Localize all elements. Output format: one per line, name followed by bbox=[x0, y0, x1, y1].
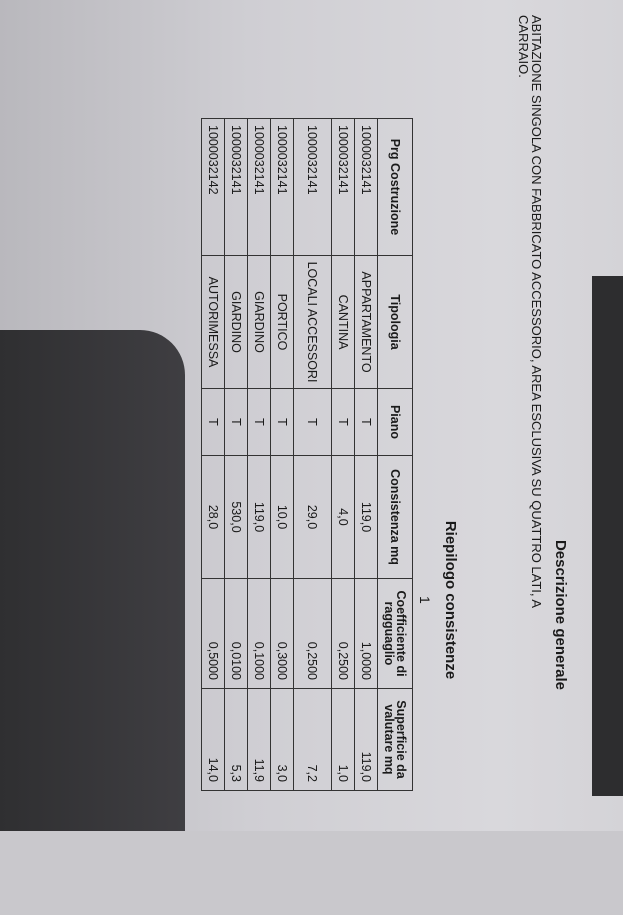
cell-tipologia: AUTORIMESSA bbox=[201, 255, 225, 389]
cell-prg: 1000032141 bbox=[270, 118, 294, 256]
cell-coefficiente: 0,2500 bbox=[331, 578, 355, 689]
cell-prg: 1000032141 bbox=[293, 118, 332, 256]
cell-coefficiente: 0,0100 bbox=[224, 578, 248, 689]
header-tipologia: Tipologia bbox=[377, 255, 413, 389]
cell-consistenza: 4,0 bbox=[331, 455, 355, 579]
description: ABITAZIONE SINGOLA CON FABBRICATO ACCESS… bbox=[516, 15, 544, 915]
header-coefficiente: Coefficiente di ragguaglio bbox=[377, 578, 413, 689]
header-consistenza: Consistenza mq bbox=[377, 455, 413, 579]
cell-consistenza: 10,0 bbox=[270, 455, 294, 579]
cell-prg: 1000032141 bbox=[354, 118, 378, 256]
hand-shadow bbox=[0, 330, 185, 831]
cell-piano: T bbox=[354, 388, 378, 456]
cell-superficie: 5,3 bbox=[224, 688, 248, 791]
page-number: 1 bbox=[417, 596, 433, 604]
consistenze-table: Prg Costruzione Tipologia Piano Consiste… bbox=[201, 118, 413, 791]
header-piano: Piano bbox=[377, 388, 413, 456]
table-row: 1000032141 GIARDINO T 119,0 0,1000 11,9 bbox=[247, 118, 271, 791]
cell-prg: 1000032142 bbox=[201, 118, 225, 256]
table-row: 1000032141 APPARTAMENTO T 119,0 1,0000 119,0 bbox=[354, 118, 378, 791]
table-header-row: Prg Costruzione Tipologia Piano Consiste… bbox=[377, 118, 413, 791]
cell-piano: T bbox=[270, 388, 294, 456]
cell-consistenza: 530,0 bbox=[224, 455, 248, 579]
table-row: 1000032141 GIARDINO T 530,0 0,0100 5,3 bbox=[224, 118, 248, 791]
cell-superficie: 7,2 bbox=[293, 688, 332, 791]
cell-superficie: 119,0 bbox=[354, 688, 378, 791]
cell-superficie: 3,0 bbox=[270, 688, 294, 791]
cell-tipologia: CANTINA bbox=[331, 255, 355, 389]
cell-superficie: 14,0 bbox=[201, 688, 225, 791]
cell-coefficiente: 0,5000 bbox=[201, 578, 225, 689]
table-row: 1000032141 CANTINA T 4,0 0,2500 1,0 bbox=[331, 118, 355, 791]
cell-tipologia: GIARDINO bbox=[247, 255, 271, 389]
cell-coefficiente: 0,1000 bbox=[247, 578, 271, 689]
cell-prg: 1000032141 bbox=[331, 118, 355, 256]
cell-piano: T bbox=[247, 388, 271, 456]
cell-coefficiente: 0,3000 bbox=[270, 578, 294, 689]
section-title: Descrizione generale bbox=[552, 539, 569, 691]
cell-tipologia: LOCALI ACCESSORI bbox=[293, 255, 332, 389]
dark-background-edge bbox=[592, 276, 623, 796]
cell-tipologia: GIARDINO bbox=[224, 255, 248, 389]
cell-consistenza: 119,0 bbox=[247, 455, 271, 579]
cell-coefficiente: 0,2500 bbox=[293, 578, 332, 689]
table-row: 1000032141 LOCALI ACCESSORI T 29,0 0,2500 7,2 bbox=[293, 118, 332, 791]
cell-piano: T bbox=[224, 388, 248, 456]
cell-tipologia: APPARTAMENTO bbox=[354, 255, 378, 389]
table-title: Riepilogo consistenze bbox=[442, 520, 459, 680]
cell-consistenza: 28,0 bbox=[201, 455, 225, 579]
cell-consistenza: 29,0 bbox=[293, 455, 332, 579]
cell-prg: 1000032141 bbox=[247, 118, 271, 256]
table-row: 1000032141 PORTICO T 10,0 0,3000 3,0 bbox=[270, 118, 294, 791]
table-row: 1000032142 AUTORIMESSA T 28,0 0,5000 14,0 bbox=[201, 118, 225, 791]
cell-prg: 1000032141 bbox=[224, 118, 248, 256]
cell-coefficiente: 1,0000 bbox=[354, 578, 378, 689]
header-superficie: Superficie da valutare mq bbox=[377, 688, 413, 791]
cell-consistenza: 119,0 bbox=[354, 455, 378, 579]
cell-tipologia: PORTICO bbox=[270, 255, 294, 389]
cell-piano: T bbox=[331, 388, 355, 456]
cell-piano: T bbox=[201, 388, 225, 456]
cell-superficie: 1,0 bbox=[331, 688, 355, 791]
header-prg: Prg Costruzione bbox=[377, 118, 413, 256]
cell-piano: T bbox=[293, 388, 332, 456]
description-line-1: ABITAZIONE SINGOLA CON FABBRICATO ACCESS… bbox=[529, 15, 544, 609]
cell-superficie: 11,9 bbox=[247, 688, 271, 791]
